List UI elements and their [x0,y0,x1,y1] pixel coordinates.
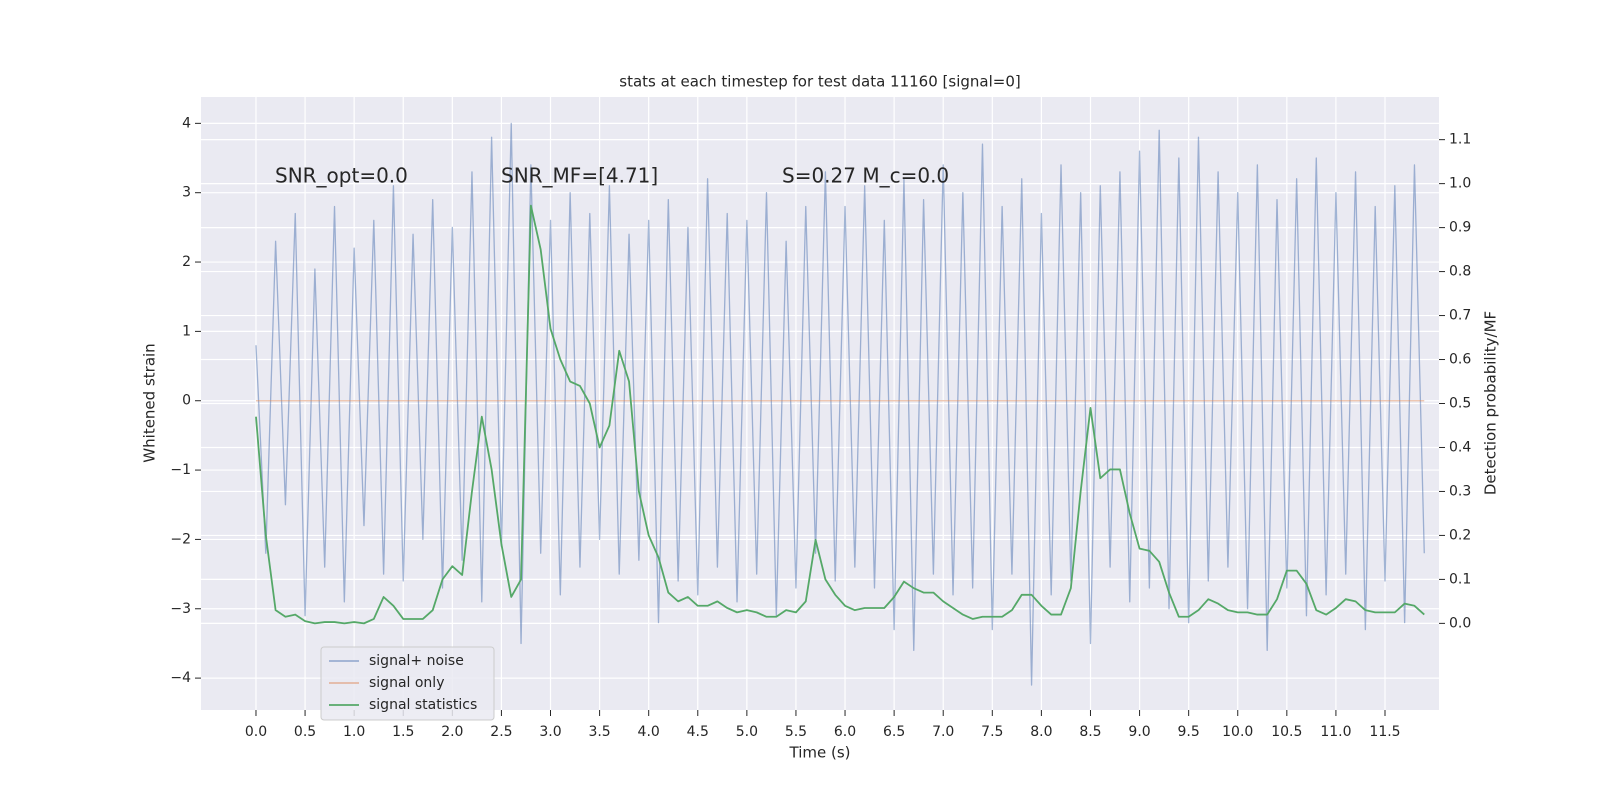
x-tick-label: 2.5 [490,724,512,740]
x-tick-label: 11.5 [1369,724,1400,740]
x-tick-label: 6.5 [883,724,905,740]
series-line [255,122,1425,686]
y2-tick-label: 1.0 [1449,176,1471,192]
y-tick-label: −3 [170,601,191,617]
chart-title: stats at each timestep for test data 111… [619,73,1020,91]
y2-tick-label: 0.3 [1449,483,1471,499]
legend-label: signal only [369,675,444,691]
series-line [255,204,1425,625]
y-tick-label: 4 [182,115,191,131]
y-tick-label: −1 [170,462,191,478]
x-axis-label: Time (s) [789,744,851,762]
annotation: SNR_MF=[4.71] [501,164,658,188]
y-tick-label: 0 [182,393,191,409]
legend-label: signal+ noise [369,653,464,669]
y2-tick-label: 0.6 [1449,352,1471,368]
y2-tick-label: 0.9 [1449,220,1471,236]
x-tick-label: 9.5 [1178,724,1200,740]
x-tick-label: 3.5 [588,724,610,740]
y-tick-label: 3 [182,185,191,201]
x-tick-label: 6.0 [834,724,856,740]
x-tick-label: 2.0 [441,724,463,740]
y-tick-label: −2 [170,531,191,547]
y-tick-label: 2 [182,254,191,270]
y2-tick-label: 0.1 [1449,571,1471,587]
y2-tick-label: 0.7 [1449,308,1471,324]
x-tick-label: 10.5 [1271,724,1302,740]
x-tick-label: 9.0 [1128,724,1150,740]
legend-label: signal statistics [369,697,477,713]
x-tick-label: 1.0 [343,724,365,740]
x-tick-label: 5.5 [785,724,807,740]
x-tick-label: 5.0 [736,724,758,740]
y2-tick-label: 0.5 [1449,396,1471,412]
x-tick-label: 7.5 [981,724,1003,740]
y2-axis-label: Detection probability/MF [1482,311,1500,495]
y2-tick-label: 0.4 [1449,439,1471,455]
x-tick-label: 7.0 [932,724,954,740]
x-tick-label: 8.0 [1030,724,1052,740]
x-tick-label: 3.0 [539,724,561,740]
y-tick-label: 1 [182,323,191,339]
x-tick-label: 0.5 [294,724,316,740]
x-tick-label: 1.5 [392,724,414,740]
y2-tick-label: 0.2 [1449,527,1471,543]
x-tick-label: 4.0 [638,724,660,740]
legend-box [320,646,495,721]
annotation: SNR_opt=0.0 [275,164,408,188]
y2-tick-label: 1.1 [1449,132,1471,148]
x-tick-label: 0.0 [245,724,267,740]
annotation: S=0.27 M_c=0.0 [782,164,949,188]
y2-tick-label: 0.0 [1449,615,1471,631]
y-tick-label: −4 [170,670,191,686]
y-axis-label: Whitened strain [141,343,159,462]
y2-tick-label: 0.8 [1449,264,1471,280]
x-tick-label: 8.5 [1079,724,1101,740]
x-tick-label: 4.5 [687,724,709,740]
x-tick-label: 11.0 [1320,724,1351,740]
x-tick-label: 10.0 [1222,724,1253,740]
